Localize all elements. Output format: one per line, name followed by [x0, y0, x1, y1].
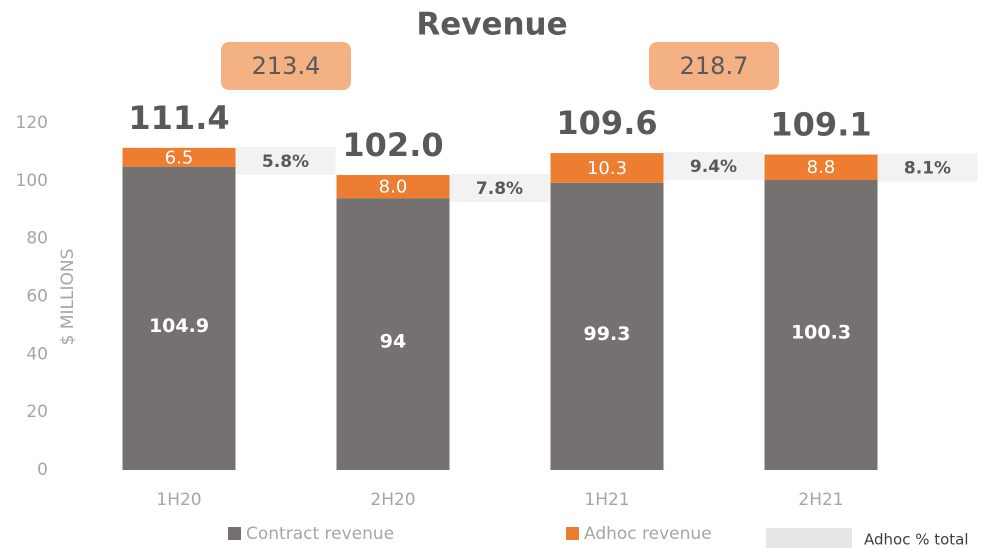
share-box — [663, 152, 764, 181]
share-label: 8.1% — [904, 159, 951, 179]
total-label: 109.6 — [556, 104, 657, 142]
bar-segment — [122, 147, 236, 167]
y-tick-label: 120 — [16, 113, 48, 133]
bar-segment — [336, 198, 450, 470]
total-label: 102.0 — [342, 126, 443, 164]
data-label: 100.3 — [791, 321, 851, 343]
legend-swatch — [566, 527, 579, 540]
legend-swatch — [766, 528, 852, 548]
bar-segment — [550, 153, 664, 183]
total-label: 109.1 — [770, 106, 871, 144]
share-box — [235, 146, 336, 175]
bar-segment — [764, 179, 878, 471]
share-label: 9.4% — [690, 157, 737, 177]
x-tick-label: 1H21 — [584, 490, 629, 510]
annual-total-box — [649, 42, 779, 90]
y-tick-label: 100 — [16, 171, 48, 191]
y-axis-label: $ MILLIONS — [58, 249, 78, 346]
data-label: 99.3 — [584, 323, 631, 345]
y-tick-label: 80 — [26, 229, 48, 249]
data-label: 8.8 — [807, 157, 836, 178]
share-label: 7.8% — [476, 179, 523, 199]
y-tick-label: 40 — [26, 344, 48, 364]
legend-label: Contract revenue — [246, 524, 394, 544]
data-label: 94 — [380, 331, 406, 353]
data-label: 10.3 — [587, 158, 627, 179]
annual-total-box — [221, 42, 351, 90]
annual-total-label: 218.7 — [680, 52, 749, 80]
x-tick-label: 1H20 — [156, 490, 201, 510]
bar-segment — [550, 182, 664, 471]
annual-total-label: 213.4 — [252, 52, 321, 80]
data-label: 6.5 — [165, 147, 194, 168]
bar-segment — [336, 175, 450, 199]
legend-label: Adhoc % total — [864, 531, 969, 549]
x-tick-label: 2H21 — [798, 490, 843, 510]
bar-segment — [122, 166, 236, 470]
share-box — [449, 174, 550, 203]
y-tick-label: 0 — [37, 460, 48, 480]
y-tick-label: 60 — [26, 287, 48, 307]
data-label: 8.0 — [379, 177, 408, 198]
bar-segment — [764, 154, 878, 180]
y-tick-label: 20 — [26, 402, 48, 422]
legend-label: Adhoc revenue — [584, 524, 712, 544]
share-box — [877, 153, 978, 182]
share-label: 5.8% — [262, 152, 309, 172]
legend-swatch — [228, 527, 241, 540]
x-tick-label: 2H20 — [370, 490, 415, 510]
chart-title: Revenue — [416, 7, 567, 43]
total-label: 111.4 — [128, 99, 229, 137]
data-label: 104.9 — [149, 315, 209, 337]
